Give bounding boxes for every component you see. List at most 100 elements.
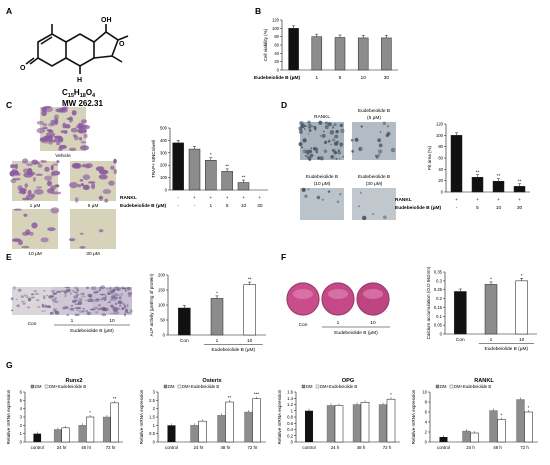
- legend-swatch-dm-eudebeiolide: [44, 384, 49, 389]
- y-tick-label: 4: [20, 406, 23, 411]
- alp-stain-spot: [124, 312, 126, 317]
- x-tick-label: 48 hr: [81, 445, 92, 450]
- y-tick-label: 5: [20, 398, 23, 403]
- alp-stain-spot: [86, 286, 89, 290]
- alp-stain-spot: [33, 290, 38, 293]
- row-cell: +: [258, 196, 261, 201]
- resorption-pit: [316, 195, 321, 200]
- trap-cell: [42, 122, 48, 127]
- alp-stain-spot: [15, 298, 18, 301]
- legend-swatch-dm-eudebeiolide: [177, 384, 182, 389]
- trap-cell: [79, 246, 86, 249]
- alp-stain-spot: [124, 289, 128, 292]
- bar-dm: [190, 425, 199, 443]
- row-cell: -: [177, 204, 179, 209]
- y-tick-label: 2: [425, 430, 428, 435]
- y-tick-label: 50: [160, 318, 165, 323]
- alp-label-con: Con: [28, 321, 37, 327]
- alp-stain-spot: [118, 295, 122, 300]
- row-cell: -: [456, 206, 458, 211]
- alp-stain-spot: [73, 295, 79, 299]
- trap-cell: [50, 119, 56, 125]
- resorption-pit: [304, 154, 307, 158]
- bar: [334, 37, 346, 71]
- ars-group-label: Eudebeiolide B (μM): [334, 330, 378, 336]
- trap-cell: [98, 169, 109, 175]
- resorption-pit: [327, 122, 332, 127]
- resorption-pit: [330, 143, 332, 146]
- bar-dm-eudebeiolide: [252, 398, 261, 443]
- resorption-pit: [311, 125, 314, 128]
- significance-mark: **: [248, 277, 252, 282]
- chart-e: 0 50 100 150 200 ALP activity (μM/mg of prote…: [149, 273, 266, 353]
- y-tick-label: 0: [153, 440, 156, 445]
- panel-letter-b: B: [255, 6, 261, 16]
- trap-cell: [32, 176, 36, 182]
- alp-stain-spot: [98, 288, 101, 292]
- y-tick-label: 1.6: [287, 390, 293, 395]
- y-tick-label: 2.5: [149, 398, 155, 403]
- trap-cell: [31, 159, 39, 165]
- alp-stain-spot: [112, 309, 119, 312]
- x-tick-label: 1: [490, 337, 493, 343]
- alp-stain-spot: [118, 297, 122, 300]
- resorption-pit: [307, 123, 312, 128]
- structure-o-ring-label: O: [119, 41, 125, 48]
- bar-dm-eudebeiolide: [225, 401, 234, 443]
- significance-mark: *: [210, 152, 212, 157]
- alp-stain-spot: [115, 296, 119, 300]
- trap-cell: [48, 142, 53, 145]
- bar-dm-eudebeiolide: [497, 419, 506, 443]
- resorption-pit: [298, 129, 303, 134]
- resorption-pit: [337, 149, 340, 152]
- alp-stain-spot: [95, 298, 100, 301]
- structure-o-carbonyl-label: O: [20, 65, 26, 72]
- y-axis-label: Relative mRNA expression: [139, 389, 144, 444]
- alp-stain-spot: [124, 304, 127, 309]
- alp-stain-spot: [122, 302, 125, 306]
- alp-stain-spot: [117, 300, 123, 305]
- trap-cell: [24, 183, 28, 189]
- bar: [243, 284, 256, 336]
- resorption-pit: [339, 193, 342, 196]
- bar: [450, 135, 463, 193]
- alp-stain-spot: [116, 287, 122, 292]
- bar-dm-eudebeiolide: [61, 427, 70, 443]
- y-axis-label: ALP activity (μM/mg of protein): [149, 273, 154, 336]
- row-label: Eudebeiolide B (μM): [395, 205, 442, 211]
- legend-entry-dm: DM: [168, 384, 175, 389]
- trap-cell: [51, 170, 61, 176]
- alp-stain-spot: [25, 296, 30, 298]
- alp-stain-spot: [54, 310, 60, 315]
- significance-mark: *: [490, 276, 492, 281]
- y-axis-label: TRAP+ MNCs/well: [151, 140, 156, 178]
- bar-dm: [78, 425, 87, 443]
- x-tick-label: Con: [456, 337, 465, 343]
- resorption-pit: [332, 138, 336, 142]
- y-tick-label: 1.4: [287, 396, 293, 401]
- trap-cell: [78, 136, 83, 141]
- alp-stain-spot: [45, 305, 51, 308]
- trap-cell: [47, 227, 56, 232]
- resorption-pit: [298, 126, 303, 131]
- x-tick-label: 48 hr: [220, 445, 231, 450]
- resorption-pit: [359, 191, 362, 194]
- y-tick-label: 0.25: [434, 287, 443, 292]
- y-tick-label: 6: [425, 410, 428, 415]
- row-cell: -: [177, 196, 179, 201]
- alp-stain-spot: [54, 297, 57, 300]
- y-tick-label: 20: [438, 178, 443, 183]
- row-cell: -: [194, 204, 196, 209]
- alp-stain-spot: [17, 288, 22, 292]
- x-tick-label: 10: [247, 338, 253, 344]
- resorption-pit: [358, 146, 363, 152]
- trap-cell: [43, 105, 52, 109]
- panel-letter-f: F: [281, 252, 286, 262]
- trap-cell: [36, 120, 44, 125]
- alp-stain-spot: [75, 309, 78, 312]
- significance-mark: *: [390, 392, 392, 397]
- alp-stain-spot: [77, 301, 83, 305]
- alp-stain-spot: [64, 294, 67, 298]
- trap-cell: [10, 178, 17, 184]
- bar-dm-eudebeiolide: [86, 416, 95, 443]
